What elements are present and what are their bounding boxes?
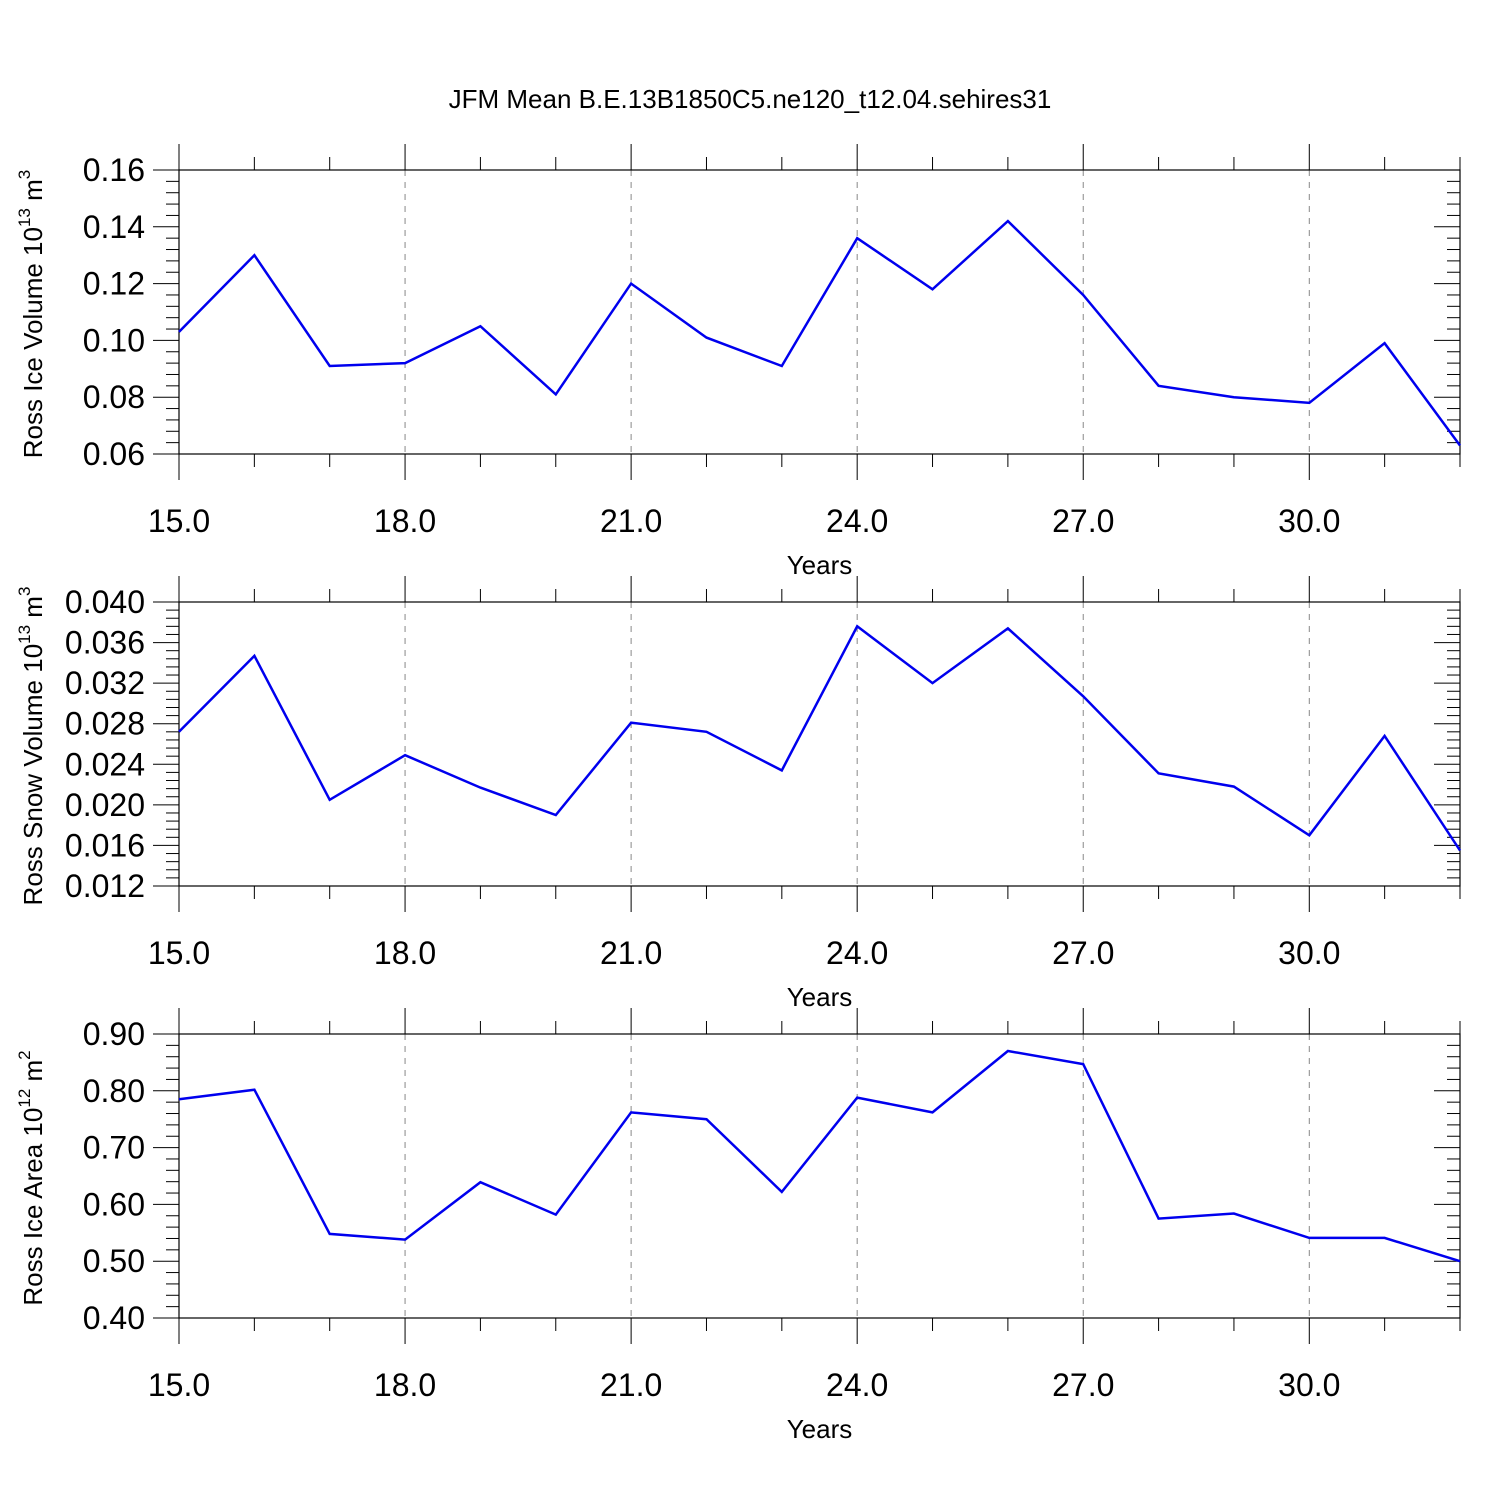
panel-3: 0.40 0.50 0.60 0.70 0.80 0.90 15.0 18.0 21.0 24.0… xyxy=(15,1008,1461,1444)
series-line xyxy=(178,1049,1461,1263)
plot-frame xyxy=(178,601,1461,887)
y-tick-label: 0.08 xyxy=(83,379,145,415)
x-tick-label: 18.0 xyxy=(374,935,436,971)
x-tick-label: 24.0 xyxy=(826,1367,888,1403)
y-tick-label: 0.06 xyxy=(83,436,145,472)
series-line xyxy=(178,219,1462,447)
x-tick-label: 30.0 xyxy=(1278,1367,1340,1403)
y-tick-label: 0.50 xyxy=(83,1243,145,1279)
y-tick-label: 0.80 xyxy=(83,1073,145,1109)
panels: 0.06 0.08 0.10 0.12 0.14 0.16 15.0 18.0 21.0 24.0… xyxy=(15,144,1462,1444)
x-tick-label: 27.0 xyxy=(1052,503,1114,539)
y-axis-title-text: Ross Snow Volume 10 xyxy=(18,644,48,906)
y-tick-label: 0.40 xyxy=(83,1300,145,1336)
y-tick-label: 0.032 xyxy=(65,665,145,701)
y-tick-label: 0.14 xyxy=(83,209,145,245)
x-axis-title: Years xyxy=(787,1414,853,1444)
panel-1: 0.06 0.08 0.10 0.12 0.14 0.16 15.0 18.0 21.0 24.0… xyxy=(15,144,1462,580)
x-tick-label: 30.0 xyxy=(1278,935,1340,971)
y-axis-title-exponent: 12 xyxy=(15,1089,34,1108)
y-tick-label: 0.10 xyxy=(83,322,145,358)
y-tick-label: 0.040 xyxy=(65,584,145,620)
x-tick-label: 18.0 xyxy=(374,503,436,539)
y-tick-label: 0.012 xyxy=(65,868,145,904)
x-tick-label: 24.0 xyxy=(826,935,888,971)
y-axis-title-unit-exponent: 3 xyxy=(15,587,34,596)
y-axis-title-text: Ross Ice Area 10 xyxy=(18,1108,48,1306)
y-axis-title-unit: m xyxy=(18,179,48,208)
y-axis-title-unit-exponent: 3 xyxy=(15,170,34,179)
y-tick-label: 0.16 xyxy=(83,152,145,188)
y-axis-title: Ross Ice Area 1012 m2 xyxy=(15,1050,48,1305)
y-tick-label: 0.028 xyxy=(65,706,145,742)
x-tick-label: 15.0 xyxy=(148,503,210,539)
x-tick-label: 21.0 xyxy=(600,1367,662,1403)
x-tick-label: 27.0 xyxy=(1052,1367,1114,1403)
x-axis-title: Years xyxy=(787,982,853,1012)
series-line xyxy=(178,624,1462,852)
y-tick-label: 0.70 xyxy=(83,1130,145,1166)
y-axis-title: Ross Ice Volume 1013 m3 xyxy=(15,170,48,459)
x-tick-label: 15.0 xyxy=(148,935,210,971)
x-tick-label: 30.0 xyxy=(1278,503,1340,539)
x-tick-label: 18.0 xyxy=(374,1367,436,1403)
panel-2: 0.012 0.016 0.020 0.024 0.028 0.032 0.036 0.040… xyxy=(15,576,1462,1012)
plot-frame xyxy=(178,1033,1461,1319)
x-axis-title: Years xyxy=(787,550,853,580)
y-tick-label: 0.60 xyxy=(83,1186,145,1222)
y-axis-title-unit: m xyxy=(18,1060,48,1089)
figure-title: JFM Mean B.E.13B1850C5.ne120_t12.04.sehi… xyxy=(449,84,1052,114)
y-axis-title-unit-exponent: 2 xyxy=(15,1050,34,1059)
x-tick-label: 21.0 xyxy=(600,503,662,539)
y-tick-label: 0.024 xyxy=(65,746,145,782)
y-tick-label: 0.90 xyxy=(83,1016,145,1052)
y-axis-title-unit: m xyxy=(18,596,48,625)
x-tick-label: 21.0 xyxy=(600,935,662,971)
y-tick-label: 0.016 xyxy=(65,827,145,863)
y-axis-title-exponent: 13 xyxy=(15,208,34,227)
y-axis-title-exponent: 13 xyxy=(15,625,34,644)
y-tick-label: 0.036 xyxy=(65,625,145,661)
x-tick-label: 27.0 xyxy=(1052,935,1114,971)
y-axis-title-text: Ross Ice Volume 10 xyxy=(18,227,48,458)
x-tick-label: 15.0 xyxy=(148,1367,210,1403)
y-axis-title: Ross Snow Volume 1013 m3 xyxy=(15,587,48,906)
plot-frame xyxy=(178,169,1461,455)
y-tick-label: 0.12 xyxy=(83,266,145,302)
y-tick-label: 0.020 xyxy=(65,787,145,823)
x-tick-label: 24.0 xyxy=(826,503,888,539)
